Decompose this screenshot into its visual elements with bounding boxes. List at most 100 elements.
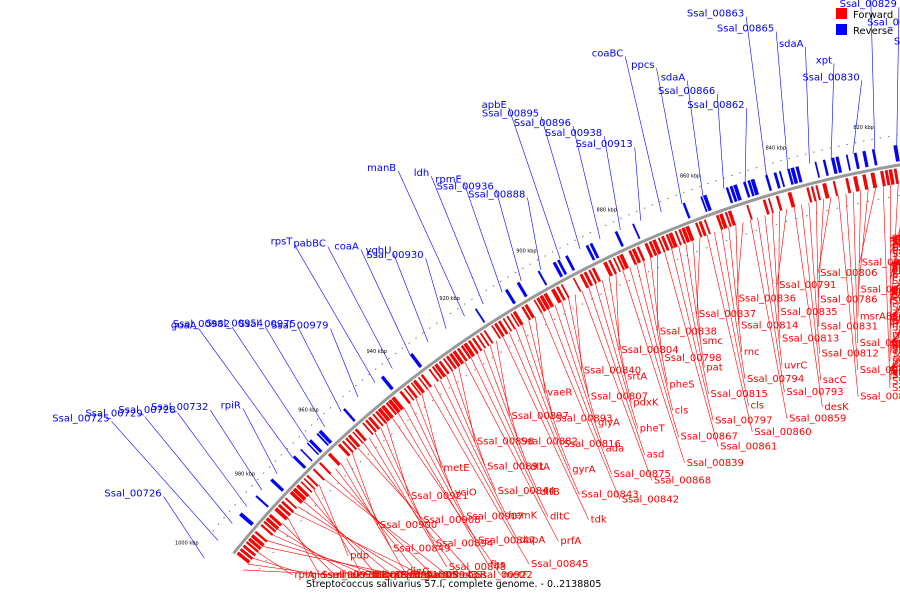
leader-line bbox=[656, 68, 683, 204]
leader-line bbox=[433, 384, 518, 541]
forward-gene-label: Ssal_00720 bbox=[892, 345, 900, 356]
gene-arrow bbox=[665, 233, 674, 250]
forward-gene-label: smc bbox=[702, 336, 722, 347]
forward-gene-label: Ssal_00746 bbox=[892, 312, 900, 323]
gene-arrow bbox=[467, 339, 479, 355]
leader-line bbox=[857, 190, 862, 317]
legend-reverse-swatch bbox=[836, 24, 847, 35]
gene-arrow bbox=[636, 246, 646, 262]
leader-line bbox=[483, 349, 529, 467]
forward-gene-label: Ssal_00782 bbox=[892, 376, 900, 387]
forward-gene-label: mucB bbox=[892, 271, 900, 282]
leader-line bbox=[882, 186, 891, 389]
leader-line bbox=[470, 357, 549, 517]
gene-arrow bbox=[668, 232, 678, 248]
leader-line bbox=[735, 224, 740, 326]
forward-gene-label: Ssal_00745 bbox=[892, 261, 900, 272]
forward-gene-label: galM bbox=[892, 364, 900, 375]
leader-line bbox=[745, 16, 767, 176]
leader-line bbox=[838, 195, 859, 397]
gene-arrow bbox=[306, 474, 319, 488]
leader-line bbox=[415, 398, 453, 493]
gene-arrow bbox=[277, 503, 292, 517]
gene-arrow bbox=[888, 169, 895, 185]
forward-gene-label: Ssal_00748 bbox=[892, 337, 900, 348]
gene-arrow bbox=[345, 437, 358, 451]
forward-gene-label: cls bbox=[675, 406, 689, 417]
gene-arrow bbox=[579, 273, 590, 289]
reverse-gene-label: Ssal_00936 bbox=[437, 181, 494, 192]
forward-gene-label: Ssal_00898 bbox=[477, 436, 534, 447]
forward-gene-label: Ssal_00846 bbox=[860, 392, 900, 403]
gene-arrow bbox=[727, 210, 736, 226]
gene-arrow bbox=[608, 259, 618, 275]
gene-arrow bbox=[695, 222, 703, 238]
forward-gene-label: Ssal_00799 bbox=[892, 296, 900, 307]
gene-arrow bbox=[778, 170, 786, 188]
gene-arrow bbox=[524, 303, 535, 319]
leader-line bbox=[634, 147, 641, 221]
gene-arrow bbox=[588, 269, 598, 285]
gene-arrow bbox=[822, 182, 830, 199]
forward-gene-label: Ssal_00849 bbox=[393, 544, 450, 555]
forward-gene-label: Ssal_00779 bbox=[892, 242, 900, 253]
forward-gene-label: pdp bbox=[350, 551, 369, 562]
forward-gene-label: dapA bbox=[520, 535, 546, 546]
gene-arrow bbox=[631, 248, 642, 264]
tick-label: 940 kbp bbox=[367, 349, 387, 355]
forward-gene-label: Ssal_00759 bbox=[892, 311, 900, 322]
forward-gene-label: dexB bbox=[892, 311, 900, 322]
gene-arrow bbox=[773, 172, 781, 189]
forward-gene-label: Ssal_00867 bbox=[681, 432, 738, 443]
gene-arrow bbox=[362, 422, 374, 436]
leader-line bbox=[664, 251, 719, 447]
gene-arrow bbox=[893, 168, 900, 185]
forward-gene-label: Ssal_00844 bbox=[498, 486, 555, 497]
forward-gene-label: pdxT bbox=[892, 240, 900, 251]
forward-gene-label: Ssal_00882 bbox=[521, 437, 578, 448]
leader-line bbox=[427, 388, 530, 565]
leader-line bbox=[716, 94, 725, 189]
leader-line bbox=[324, 479, 448, 576]
gene-arrow bbox=[733, 184, 742, 201]
gene-arrow bbox=[536, 297, 547, 312]
legend-forward-swatch bbox=[836, 8, 847, 19]
gene-arrow bbox=[377, 407, 391, 422]
leader-line bbox=[624, 56, 662, 213]
forward-gene-label: Ssal_00816 bbox=[564, 439, 621, 450]
leader-line bbox=[896, 7, 900, 146]
gene-arrow bbox=[661, 235, 670, 251]
forward-gene-label: Ssal_00749 bbox=[892, 285, 900, 296]
gene-arrow bbox=[565, 255, 576, 271]
tick-label: 900 kbp bbox=[516, 249, 536, 255]
scale-ticks: 720 kbp740 kbp760 kbp780 kbp800 kbp820 k… bbox=[175, 125, 874, 547]
reverse-gene-label: Ssal_00725 bbox=[52, 413, 109, 424]
forward-gene-label: metE bbox=[443, 463, 469, 474]
gene-arrow bbox=[539, 294, 551, 310]
leader-line bbox=[313, 489, 363, 576]
leader-line bbox=[845, 193, 858, 370]
gene-arrow bbox=[270, 478, 285, 492]
reverse-gene-label: ppcs bbox=[631, 60, 654, 71]
gene-arrow bbox=[648, 240, 658, 257]
leader-line bbox=[706, 234, 753, 432]
gene-arrow bbox=[491, 325, 501, 339]
gene-arrow bbox=[479, 332, 490, 347]
forward-gene-label: Ssal_00868 bbox=[654, 475, 711, 486]
forward-gene-label: Ssal_00978 bbox=[322, 570, 379, 581]
leader-line bbox=[595, 283, 639, 429]
gene-arrow bbox=[652, 239, 662, 255]
forward-gene-label: Ssal_00908 bbox=[423, 515, 480, 526]
gene-arrow bbox=[543, 292, 555, 308]
reverse-gene-label: xpt bbox=[816, 55, 832, 66]
forward-gene-label: ada bbox=[606, 443, 625, 454]
leader-line bbox=[335, 468, 419, 576]
gene-arrow bbox=[372, 413, 384, 427]
forward-gene-label: tdk bbox=[591, 515, 607, 526]
reverse-gene-label: Ssal_00726 bbox=[104, 489, 161, 500]
gene-arrow bbox=[750, 178, 760, 196]
forward-gene-label: Ssal_00961 bbox=[364, 570, 421, 581]
leader-line bbox=[393, 253, 429, 342]
leader-line bbox=[515, 328, 571, 470]
